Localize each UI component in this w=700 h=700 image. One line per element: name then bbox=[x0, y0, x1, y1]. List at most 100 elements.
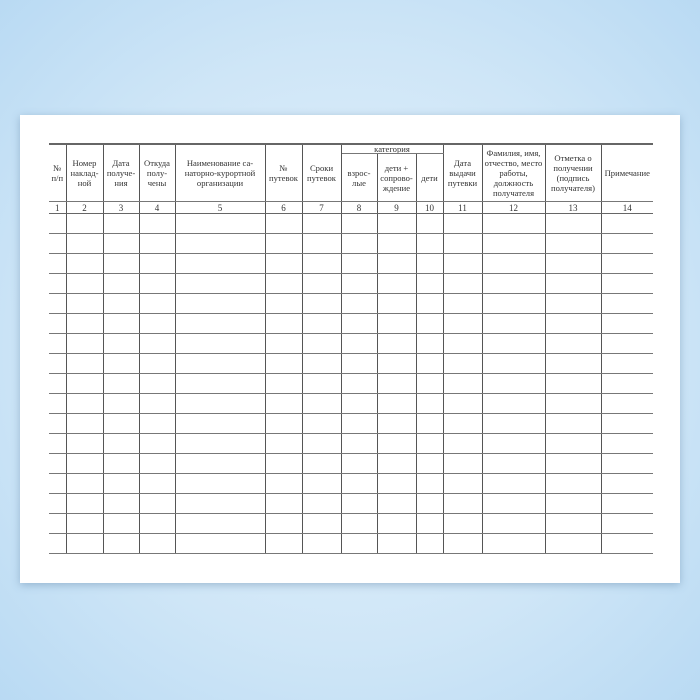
table-cell bbox=[340, 493, 378, 514]
table-cell bbox=[174, 293, 266, 314]
subheader-row: взрос-лые дети + сопрово-ждение дети bbox=[49, 153, 653, 202]
table-cell bbox=[174, 213, 266, 234]
table-cell bbox=[415, 493, 444, 514]
table-row bbox=[49, 473, 653, 494]
table-row bbox=[49, 373, 653, 394]
table-cell bbox=[138, 393, 176, 414]
table-cell bbox=[138, 213, 176, 234]
table-cell bbox=[442, 253, 483, 274]
table-cell bbox=[301, 513, 342, 534]
table-cell bbox=[340, 233, 378, 254]
column-number: 8 bbox=[340, 201, 378, 214]
header-invoice: Номер наклад-ной bbox=[65, 143, 104, 202]
table-cell bbox=[65, 413, 104, 434]
table-cell bbox=[600, 473, 653, 494]
table-cell bbox=[174, 313, 266, 334]
table-cell bbox=[376, 273, 417, 294]
table-cell bbox=[264, 473, 303, 494]
table-cell bbox=[102, 453, 140, 474]
table-cell bbox=[442, 373, 483, 394]
table-cell bbox=[481, 513, 546, 534]
table-cell bbox=[340, 433, 378, 454]
table-cell bbox=[481, 233, 546, 254]
table-cell bbox=[301, 293, 342, 314]
header-children: дети bbox=[415, 153, 444, 202]
table-cell bbox=[264, 273, 303, 294]
table-cell bbox=[264, 433, 303, 454]
table-row bbox=[49, 253, 653, 274]
table-row bbox=[49, 353, 653, 374]
table-cell bbox=[264, 293, 303, 314]
table-cell bbox=[442, 313, 483, 334]
table-cell bbox=[544, 273, 602, 294]
table-cell bbox=[65, 233, 104, 254]
table-cell bbox=[376, 333, 417, 354]
header-children-escort: дети + сопрово-ждение bbox=[376, 153, 417, 202]
table-cell bbox=[600, 373, 653, 394]
table-cell bbox=[442, 493, 483, 514]
table-row bbox=[49, 333, 653, 354]
table-cell bbox=[49, 273, 67, 294]
table-cell bbox=[264, 233, 303, 254]
table-cell bbox=[544, 433, 602, 454]
table-cell bbox=[65, 373, 104, 394]
table-cell bbox=[415, 473, 444, 494]
column-number: 3 bbox=[102, 201, 140, 214]
table-cell bbox=[49, 393, 67, 414]
table-cell bbox=[264, 413, 303, 434]
header-adults: взрос-лые bbox=[340, 153, 378, 202]
column-number: 4 bbox=[138, 201, 176, 214]
table-cell bbox=[376, 213, 417, 234]
table-cell bbox=[65, 253, 104, 274]
table-cell bbox=[600, 353, 653, 374]
table-cell bbox=[600, 253, 653, 274]
table-cell bbox=[102, 413, 140, 434]
table-cell bbox=[138, 373, 176, 394]
table-cell bbox=[301, 253, 342, 274]
table-cell bbox=[600, 493, 653, 514]
table-cell bbox=[264, 313, 303, 334]
table-cell bbox=[442, 433, 483, 454]
table-cell bbox=[301, 433, 342, 454]
header-organization: Наименование са-наторно-курортной органи… bbox=[174, 143, 266, 202]
table-cell bbox=[138, 533, 176, 554]
table-cell bbox=[376, 433, 417, 454]
table-cell bbox=[49, 293, 67, 314]
column-number: 7 bbox=[301, 201, 342, 214]
table-cell bbox=[376, 393, 417, 414]
table-cell bbox=[102, 293, 140, 314]
table-cell bbox=[138, 493, 176, 514]
table-cell bbox=[481, 493, 546, 514]
table-cell bbox=[340, 373, 378, 394]
table-cell bbox=[138, 313, 176, 334]
table-cell bbox=[376, 493, 417, 514]
table-cell bbox=[174, 393, 266, 414]
table-cell bbox=[376, 313, 417, 334]
column-number: 5 bbox=[174, 201, 266, 214]
table-cell bbox=[544, 393, 602, 414]
header-number: № п/п bbox=[49, 143, 67, 202]
table-cell bbox=[340, 413, 378, 434]
table-cell bbox=[442, 273, 483, 294]
table-cell bbox=[481, 333, 546, 354]
table-row bbox=[49, 453, 653, 474]
table-cell bbox=[600, 313, 653, 334]
table-row bbox=[49, 313, 653, 334]
table-cell bbox=[102, 473, 140, 494]
table-cell bbox=[442, 293, 483, 314]
table-cell bbox=[174, 353, 266, 374]
table-cell bbox=[600, 273, 653, 294]
table-cell bbox=[264, 333, 303, 354]
header-recipient: Фамилия, имя, отчество, место работы, до… bbox=[481, 143, 546, 202]
table-cell bbox=[49, 253, 67, 274]
table-cell bbox=[376, 533, 417, 554]
table-cell bbox=[544, 253, 602, 274]
column-number: 9 bbox=[376, 201, 417, 214]
table-cell bbox=[544, 413, 602, 434]
table-cell bbox=[138, 293, 176, 314]
table-cell bbox=[600, 513, 653, 534]
form-page: № п/п Номер наклад-ной Дата получе-ния О… bbox=[20, 115, 680, 583]
table-cell bbox=[376, 253, 417, 274]
table-cell bbox=[102, 493, 140, 514]
table-cell bbox=[544, 233, 602, 254]
